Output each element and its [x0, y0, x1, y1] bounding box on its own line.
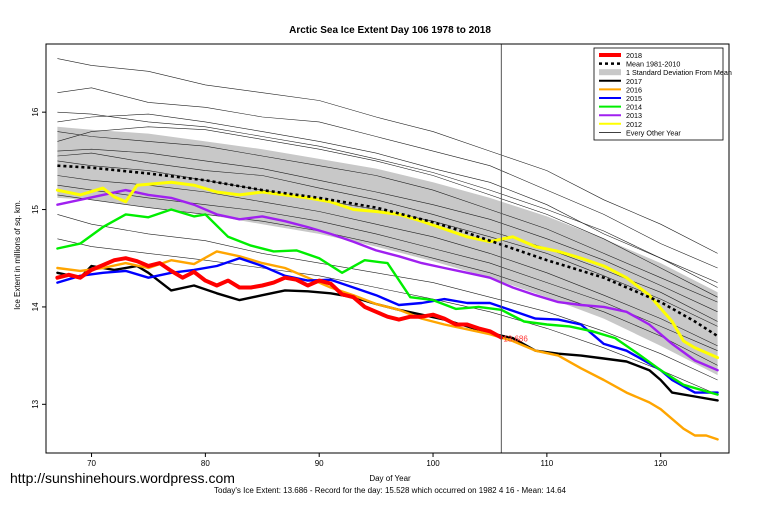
std-dev-band-area [57, 126, 718, 376]
legend-label: 2014 [626, 103, 642, 112]
x-axis: 70 80 90 100 110 120 [87, 453, 668, 468]
y-axis: 13 14 15 16 [31, 107, 46, 409]
legend-label: 2015 [626, 94, 642, 103]
other-year-line [57, 152, 718, 322]
legend-label: 2013 [626, 111, 642, 120]
legend-swatch [599, 69, 621, 76]
other-year-line [57, 238, 718, 395]
other-year-line [57, 87, 718, 269]
other-year-line [57, 58, 718, 254]
highlighted-years-lines [55, 180, 720, 441]
legend-label: 2018 [626, 51, 642, 60]
x-tick-label: 100 [426, 459, 440, 468]
other-year-line [57, 111, 718, 283]
other-year-line [57, 148, 718, 313]
legend-label: Every Other Year [626, 128, 681, 137]
footer-text: Today's Ice Extent: 13.686 - Record for … [214, 486, 567, 495]
other-year-line [57, 194, 718, 366]
other-year-line [57, 184, 718, 351]
other-year-line [57, 160, 718, 327]
legend-label: 2012 [626, 120, 642, 129]
x-tick-label: 110 [540, 459, 553, 468]
y-tick-label: 13 [31, 399, 40, 408]
series-line-2013 [56, 188, 719, 372]
other-year-line [57, 131, 718, 303]
current-value-label: 13.686 [503, 335, 528, 344]
y-axis-label: Ice Extent in millions of sq. km. [13, 200, 22, 310]
mean-line [57, 164, 719, 338]
other-year-line [57, 113, 718, 288]
series-line-2014 [56, 208, 719, 396]
other-years-lines [57, 58, 718, 395]
y-tick-label: 15 [31, 205, 40, 214]
mean-dotted-line [57, 164, 719, 338]
std-dev-band [57, 126, 718, 376]
chart-title: Arctic Sea Ice Extent Day 106 1978 to 20… [289, 25, 491, 36]
series-line-2012 [55, 180, 720, 360]
x-tick-label: 80 [201, 459, 210, 468]
other-year-line [57, 126, 718, 298]
x-axis-label: Day of Year [369, 474, 411, 483]
legend-label: 2017 [626, 77, 642, 86]
plot-area [45, 43, 730, 454]
series-line-2018 [55, 256, 504, 340]
y-tick-label: 14 [31, 302, 40, 311]
x-tick-label: 120 [654, 459, 668, 468]
y-tick-label: 16 [31, 107, 40, 116]
watermark-url: http://sunshinehours.wordpress.com [10, 470, 235, 486]
x-tick-label: 90 [315, 459, 324, 468]
legend-label: 1 Standard Deviation From Mean [626, 68, 732, 77]
x-tick-label: 70 [87, 459, 96, 468]
legend-label: 2016 [626, 85, 642, 94]
other-year-line [57, 214, 718, 381]
legend-label: Mean 1981-2010 [626, 60, 680, 69]
